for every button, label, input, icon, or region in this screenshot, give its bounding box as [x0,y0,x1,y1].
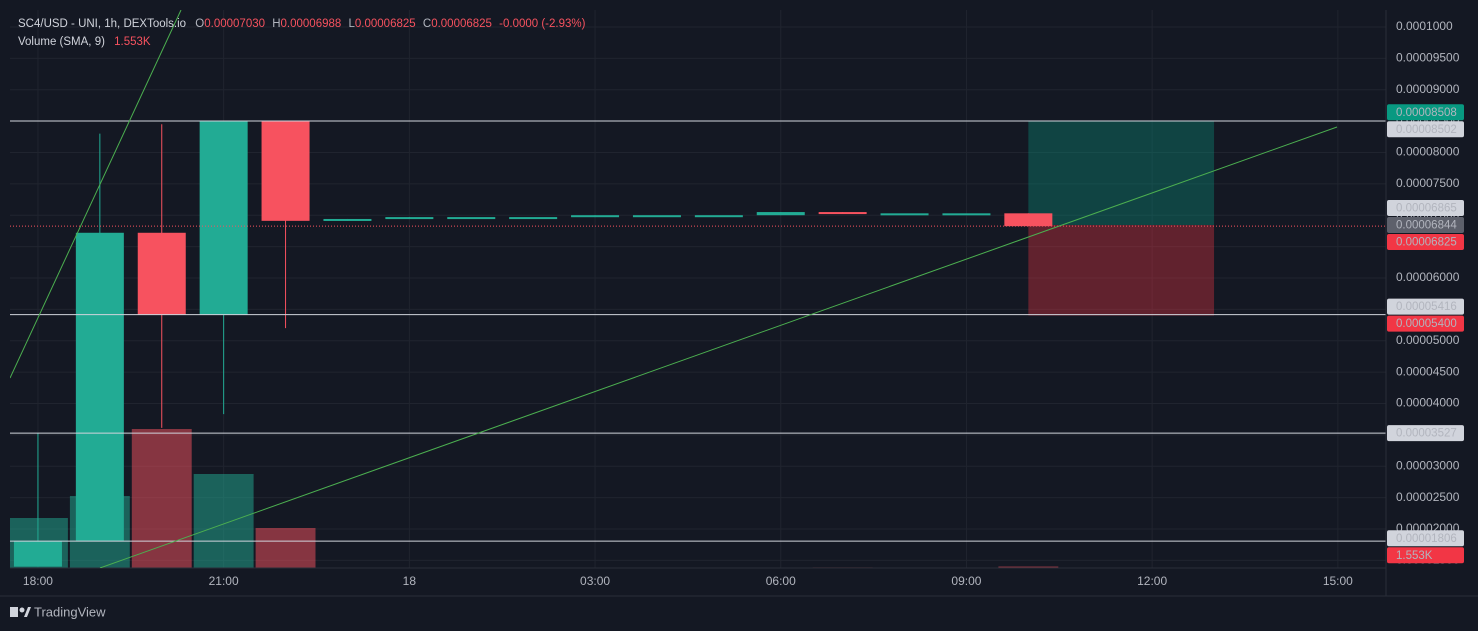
candle-body [632,215,681,218]
ohlc-label: O [195,18,204,30]
position-loss [1028,224,1215,316]
x-tick-label: 18 [403,574,417,588]
candle-body [447,217,496,220]
x-tick-label: 09:00 [951,574,981,588]
logo [10,607,18,617]
logo [19,607,25,613]
candle-body [13,541,62,567]
volume-header: Volume (SMA, 9) 1.553K [18,36,151,48]
brand-name: TradingView [34,604,106,619]
price-badge-label: 0.00005416 [1396,301,1457,313]
trend-line [10,10,182,379]
price-badge [1387,121,1464,138]
price-badge [1387,199,1464,216]
ohlc-value: 0.00006825 [431,18,492,30]
ohlc-value: 0.00006988 [281,18,342,30]
candle-body [75,232,124,542]
price-badge-label: 1.553K [1396,550,1433,562]
y-tick-label: 0.0001000 [1396,19,1453,33]
plot-area [10,120,1386,568]
y-tick-label: 0.00009000 [1396,82,1460,96]
x-tick-label: 12:00 [1137,574,1167,588]
y-tick-label: 0.00005000 [1396,333,1460,347]
candle-body [880,213,929,216]
x-tick-label: 15:00 [1323,574,1353,588]
price-badge-label: 0.00006865 [1396,202,1457,214]
symbol: SC4/USD - UNI, 1h, DEXTools.io [18,18,186,30]
y-tick-label: 0.00009500 [1396,50,1460,64]
price-badge [1387,104,1464,121]
price-badge [1387,425,1464,442]
price-badge-label: 0.00001806 [1396,533,1457,545]
x-tick-label: 18:00 [23,574,53,588]
volume-bar [255,528,316,568]
candle-body [818,212,867,215]
price-badge [1387,530,1464,547]
candle-body [509,217,558,220]
candle-body [756,212,805,216]
candle-body [942,213,991,216]
ohlc-label: C [423,18,431,30]
x-tick-label: 06:00 [766,574,796,588]
ohlc-label: H [272,18,280,30]
candle-body [323,218,372,221]
price-badge-label: 0.00005400 [1396,318,1457,330]
price-badge [1387,547,1464,564]
y-tick-label: 0.00002500 [1396,490,1460,504]
position-profit [1028,120,1215,225]
volume-label: Volume (SMA, 9) [18,36,105,48]
x-tick-label: 03:00 [580,574,610,588]
brand: TradingView [10,604,106,619]
candle-body [199,121,248,315]
price-badge [1387,298,1464,315]
y-tick-label: 0.00006000 [1396,270,1460,284]
ohlc-value: 0.00006825 [355,18,416,30]
ohlc-value: 0.00007030 [204,18,265,30]
trend-line [99,126,1338,568]
y-tick-label: 0.00008000 [1396,145,1460,159]
price-badges: 0.00008508 0.00008502 0.00006865 0.00006844… [1387,104,1464,564]
price-badge-label: 0.00006825 [1396,236,1457,248]
price-badge [1387,315,1464,332]
price-badge [1387,216,1464,233]
volume-sma: 1.553K [114,36,151,48]
candle-body [261,121,310,221]
logo [24,607,31,617]
price-badge [1387,233,1464,250]
ohlc-label: L [349,18,356,30]
volume-bar [193,474,254,568]
volume-bar [131,429,192,568]
volume-bar [998,566,1059,568]
price-badge-label: 0.00003527 [1396,428,1457,440]
candle-body [137,232,186,315]
candle-body [571,215,620,218]
candle-body [385,217,434,220]
y-tick-label: 0.00004500 [1396,364,1460,378]
y-tick-label: 0.00007500 [1396,176,1460,190]
price-badge-label: 0.00008508 [1396,107,1457,119]
price-badge-label: 0.00006844 [1396,219,1457,231]
header: SC4/USD - UNI, 1h, DEXTools.io O0.000070… [18,18,586,30]
drawings [10,10,1338,568]
price-badge-label: 0.00008502 [1396,124,1457,136]
candle-body [1004,213,1053,227]
y-tick-label: 0.00003000 [1396,458,1460,472]
x-tick-label: 21:00 [209,574,239,588]
y-tick-label: 0.00004000 [1396,396,1460,410]
candle-body [694,215,743,218]
change: -0.0000 (-2.93%) [499,18,585,30]
